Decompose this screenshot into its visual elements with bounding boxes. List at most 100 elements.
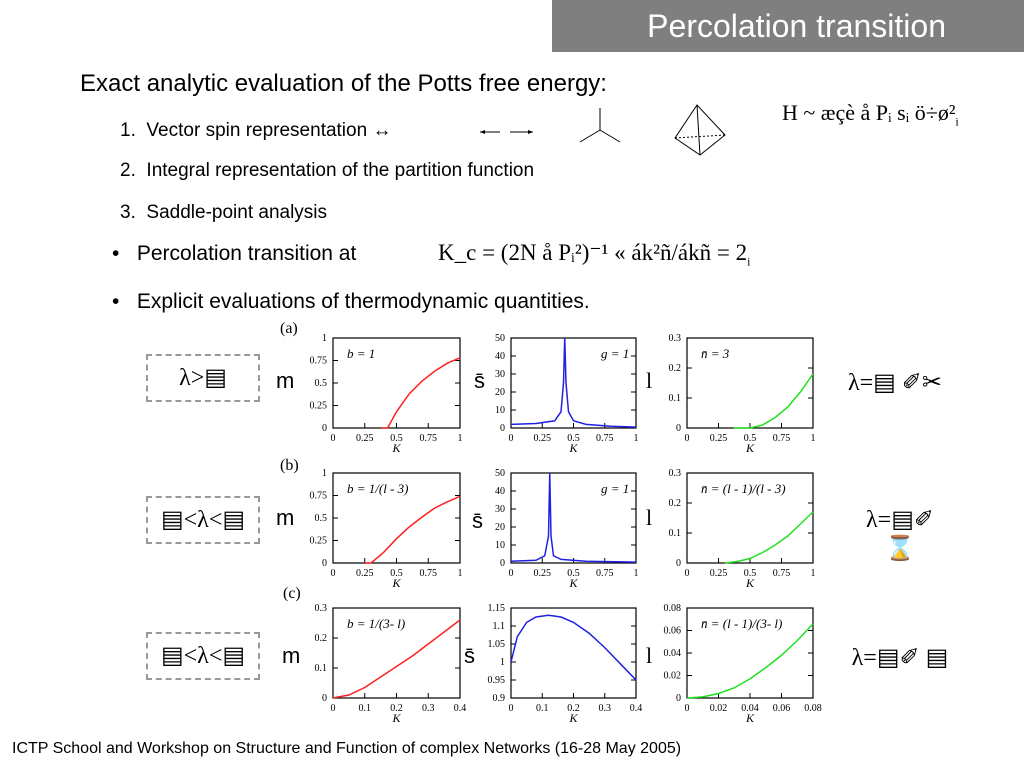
row-label-c: (c)	[283, 585, 301, 602]
x-tick-label: 0	[685, 568, 690, 579]
x-tick-label: 0.5	[567, 568, 580, 579]
item-number: 1.	[120, 120, 136, 141]
x-tick-label: 0.25	[356, 433, 374, 444]
y-tick-label: 0.75	[310, 356, 328, 367]
hamiltonian-formula: H ~ æçè å Pᵢ sᵢ ö÷ø²i	[782, 100, 959, 129]
x-tick-label: 0.1	[536, 703, 549, 714]
plot-annotation: g = 1	[601, 346, 629, 361]
y-tick-label: 0.1	[669, 528, 682, 539]
y-tick-label: 0	[500, 558, 505, 569]
bullet-text: Percolation transition at	[136, 242, 357, 265]
data-curve	[510, 472, 637, 563]
y-tick-label: 30	[495, 369, 505, 380]
x-tick-label: 0.3	[599, 703, 612, 714]
x-axis-label: K	[391, 441, 401, 455]
x-tick-label: 0	[331, 703, 336, 714]
y-tick-label: 0	[322, 423, 327, 434]
plot-a-m: 0 0.25 0.5 0.75 1 0 0.25 0.5 0.75 1 Kb = 1	[310, 333, 463, 455]
y-tick-label: 0	[500, 423, 505, 434]
y-tick-label: 0.04	[664, 648, 682, 659]
row-label-b: (b)	[280, 457, 299, 474]
x-tick-label: 0.5	[390, 433, 403, 444]
plot-c-l: 0 0.02 0.04 0.06 0.08 0 0.02 0.04 0.06 0.08 Kn̄ = …	[664, 603, 822, 725]
critical-point-formula: K_c = (2N å Pᵢ²)⁻¹ « ák²ñ/ákñ = 2i	[438, 240, 750, 270]
y-tick-label: 50	[495, 468, 505, 479]
y-tick-label: 50	[495, 333, 505, 344]
ylabel-m-a: m	[276, 368, 295, 393]
y-tick-label: 0.25	[310, 536, 328, 547]
x-tick-label: 0	[509, 703, 514, 714]
y-tick-label: 0.1	[669, 393, 682, 404]
x-tick-label: 0.4	[454, 703, 467, 714]
y-tick-label: 0.06	[664, 626, 682, 637]
y-tick-label: 30	[495, 504, 505, 515]
data-curve	[510, 614, 637, 681]
x-axis-label: K	[391, 576, 401, 590]
item-number: 3.	[120, 202, 136, 223]
y-tick-label: 0	[322, 558, 327, 569]
x-tick-label: 0.08	[804, 703, 822, 714]
x-tick-label: 0.75	[773, 568, 791, 579]
footer: ICTP School and Workshop on Structure an…	[12, 740, 682, 757]
x-tick-label: 1	[458, 433, 463, 444]
x-tick-label: 0.75	[596, 568, 614, 579]
condition-box-c: ▤<λ<▤	[146, 632, 260, 680]
y-tick-label: 0.2	[669, 498, 682, 509]
y-tick-label: 40	[495, 351, 505, 362]
row-label-a: (a)	[280, 320, 298, 337]
y-tick-label: 0.3	[315, 603, 328, 614]
x-tick-label: 0.25	[356, 568, 374, 579]
y-tick-label: 1	[322, 333, 327, 344]
y-tick-label: 1.15	[488, 603, 506, 614]
formula-sub: i	[747, 254, 751, 269]
x-tick-label: 0.75	[596, 433, 614, 444]
bullet-text: Explicit evaluations of thermodynamic qu…	[136, 290, 590, 313]
x-axis-label: K	[568, 441, 578, 455]
plot-annotation: b = 1/(3- l)	[347, 616, 405, 631]
plot-annotation: n̄ = 3	[701, 346, 730, 361]
slide-title: Percolation transition	[552, 0, 1024, 52]
y-tick-label: 0.9	[493, 693, 506, 704]
x-tick-label: 0	[509, 568, 514, 579]
result-c: λ=▤✐ ▤	[851, 645, 949, 671]
x-tick-label: 0.25	[534, 568, 552, 579]
ylabel-s-a: s̄	[474, 368, 485, 393]
x-tick-label: 0.5	[390, 568, 403, 579]
item-text: Vector spin representation ↔	[146, 120, 392, 141]
plot-annotation: n̄ = (l - 1)/(l - 3)	[701, 481, 786, 496]
numbered-item-1: 1. Vector spin representation ↔	[120, 120, 391, 142]
x-axis-label: K	[568, 576, 578, 590]
y-tick-label: 0	[676, 693, 681, 704]
x-tick-label: 0.3	[422, 703, 435, 714]
condition-box-b: ▤<λ<▤	[146, 496, 260, 544]
x-tick-label: 0.02	[710, 703, 728, 714]
y-tick-label: 10	[495, 540, 505, 551]
y-tick-label: 10	[495, 405, 505, 416]
data-curve	[364, 495, 461, 564]
x-tick-label: 0.5	[744, 568, 757, 579]
y-tick-label: 20	[495, 522, 505, 533]
x-tick-label: 1	[811, 433, 816, 444]
y-tick-label: 20	[495, 387, 505, 398]
x-tick-label: 1	[811, 568, 816, 579]
x-tick-label: 0.4	[630, 703, 643, 714]
y-tick-label: 0.75	[310, 491, 328, 502]
x-axis-label: K	[745, 441, 755, 455]
plot-annotation: n̄ = (l - 1)/(3- l)	[701, 616, 782, 631]
data-curve	[686, 623, 814, 699]
plot-annotation: g = 1	[601, 481, 629, 496]
x-tick-label: 0.04	[741, 703, 759, 714]
y-tick-label: 0.02	[664, 671, 682, 682]
y-tick-label: 0	[676, 423, 681, 434]
ylabel-l-b: l	[646, 505, 653, 530]
x-tick-label: 0.75	[420, 568, 438, 579]
y-tick-label: 0.2	[669, 363, 682, 374]
x-tick-label: 0	[331, 568, 336, 579]
plot-annotation: b = 1	[347, 346, 375, 361]
x-tick-label: 0.06	[773, 703, 791, 714]
bullet-2: • Explicit evaluations of thermodynamic …	[112, 290, 590, 313]
plot-a-l: 0 0.25 0.5 0.75 1 0 0.1 0.2 0.3 Kn̄ = 3	[669, 333, 816, 455]
bullet-1: • Percolation transition at	[112, 242, 357, 265]
